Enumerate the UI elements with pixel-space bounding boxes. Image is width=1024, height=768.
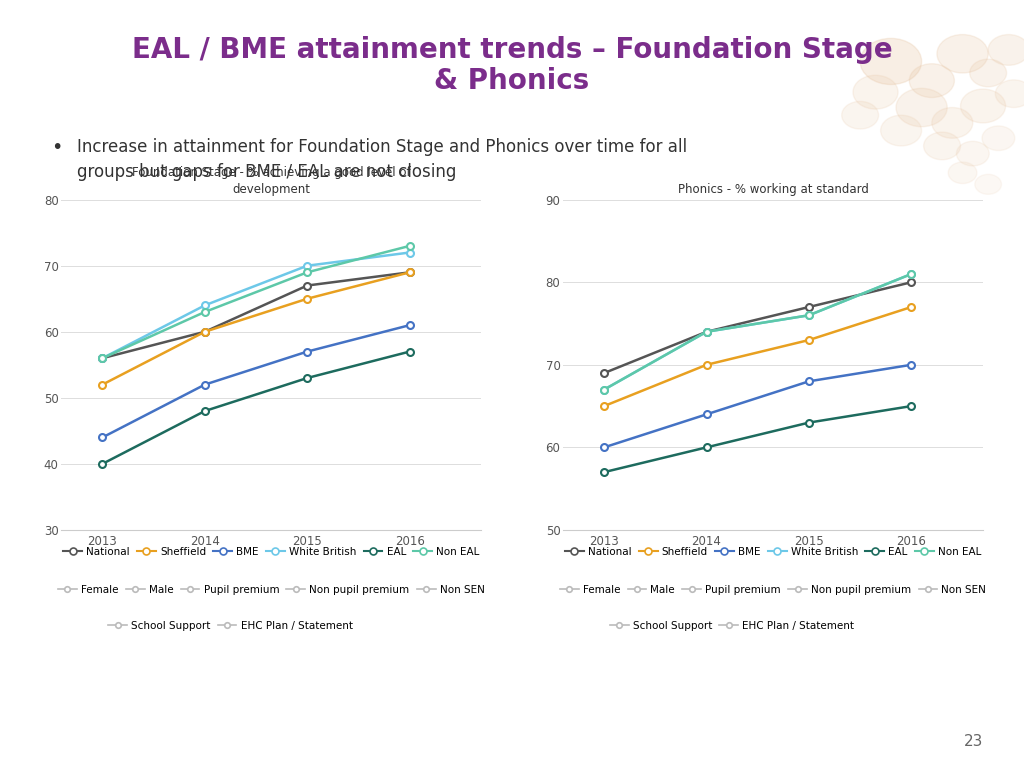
Text: •: • [51, 138, 62, 157]
Text: groups but gaps for BME / EAL are not closing: groups but gaps for BME / EAL are not cl… [77, 163, 456, 180]
Title: Foundation Stage - % achieving a good level of
development: Foundation Stage - % achieving a good le… [132, 166, 411, 196]
Legend: School Support, EHC Plan / Statement: School Support, EHC Plan / Statement [109, 621, 352, 631]
Text: EAL / BME attainment trends – Foundation Stage: EAL / BME attainment trends – Foundation… [132, 36, 892, 64]
Text: 23: 23 [964, 733, 983, 749]
Legend: School Support, EHC Plan / Statement: School Support, EHC Plan / Statement [610, 621, 854, 631]
Text: Increase in attainment for Foundation Stage and Phonics over time for all: Increase in attainment for Foundation St… [77, 138, 687, 156]
Title: Phonics - % working at standard: Phonics - % working at standard [678, 183, 868, 196]
Text: & Phonics: & Phonics [434, 67, 590, 94]
